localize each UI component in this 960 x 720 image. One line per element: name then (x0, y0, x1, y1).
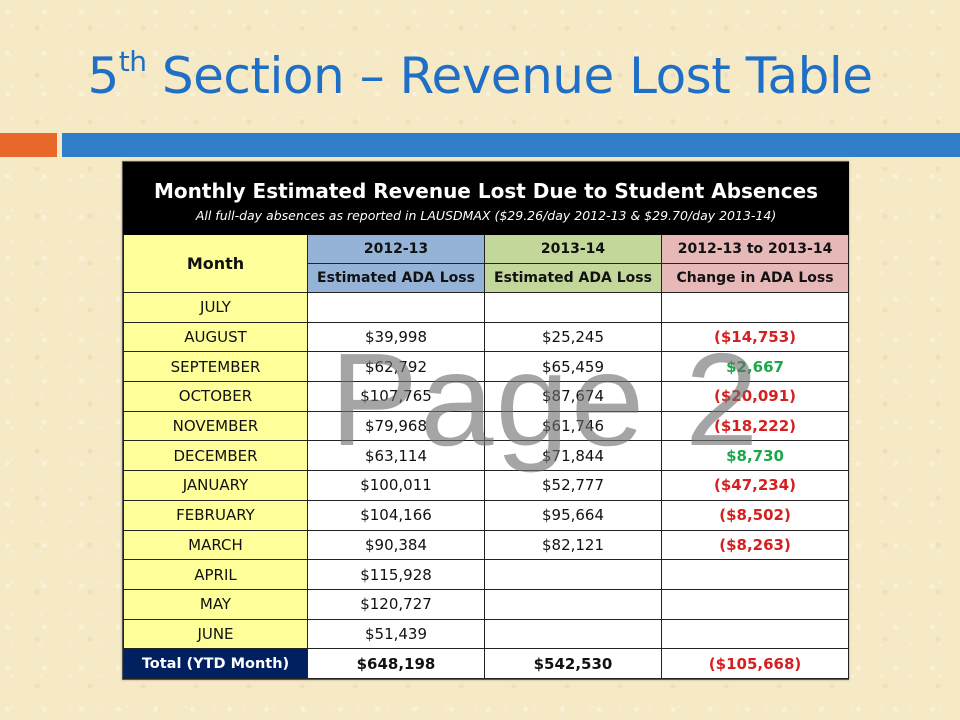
month-cell: JULY (123, 292, 308, 323)
table-subtitle: All full-day absences as reported in LAU… (122, 205, 850, 235)
title-text: Section – Revenue Lost Table (146, 47, 873, 105)
y1-cell: $63,114 (307, 440, 485, 472)
month-cell: AUGUST (123, 321, 308, 353)
change-cell (660, 559, 850, 590)
month-cell: SEPTEMBER (123, 351, 308, 383)
table-row: OCTOBER $107,765 $87,674 ($20,091) (123, 381, 850, 412)
change-cell: $8,730 (660, 440, 850, 472)
table-row: MARCH $90,384 $82,121 ($8,263) (123, 529, 850, 561)
header-row-subtitles: Estimated ADA Loss Estimated ADA Loss Ch… (124, 263, 850, 293)
y2-cell: $65,459 (484, 351, 662, 383)
change-cell (660, 588, 850, 620)
col2-year-header: 2013-14 (484, 234, 662, 264)
table-row: JANUARY $100,011 $52,777 ($47,234) (123, 470, 850, 501)
change-cell: ($47,234) (660, 470, 850, 501)
y1-cell: $100,011 (307, 470, 485, 501)
y1-cell: $104,166 (307, 499, 485, 531)
table-row: AUGUST $39,998 $25,245 ($14,753) (123, 321, 850, 353)
y1-cell: $62,792 (307, 351, 485, 383)
change-cell (660, 618, 850, 650)
total-y2: $542,530 (484, 648, 662, 679)
y1-cell: $51,439 (307, 618, 485, 650)
slide-title: 5th Section – Revenue Lost Table (0, 44, 960, 108)
month-cell: NOVEMBER (123, 410, 308, 442)
table-row: MAY $120,727 (123, 588, 850, 620)
table-row: FEBRUARY $104,166 $95,664 ($8,502) (123, 499, 850, 531)
table-row: JULY (123, 292, 850, 323)
y2-cell: $71,844 (484, 440, 662, 472)
month-cell: JUNE (123, 618, 308, 650)
month-cell: OCTOBER (123, 381, 308, 412)
table-subtitle-row: All full-day absences as reported in LAU… (122, 205, 850, 235)
revenue-lost-table: Monthly Estimated Revenue Lost Due to St… (122, 162, 850, 679)
y2-cell: $25,245 (484, 321, 662, 353)
total-row: Total (YTD Month) $648,198 $542,530 ($10… (123, 648, 850, 679)
total-change: ($105,668) (660, 648, 850, 679)
month-cell: FEBRUARY (123, 499, 308, 531)
change-cell: ($8,502) (660, 499, 850, 531)
change-cell: ($20,091) (660, 381, 850, 412)
table-row: NOVEMBER $79,968 $61,746 ($18,222) (123, 410, 850, 442)
y1-cell: $120,727 (307, 588, 485, 620)
month-cell: MAY (123, 588, 308, 620)
col3-sub-header: Change in ADA Loss (660, 263, 850, 293)
y2-cell: $82,121 (484, 529, 662, 561)
accent-bar-orange (0, 133, 57, 157)
change-cell: $2,667 (660, 351, 850, 383)
title-superscript: th (118, 45, 147, 78)
y1-cell: $115,928 (307, 559, 485, 590)
change-cell: ($8,263) (660, 529, 850, 561)
table-row: SEPTEMBER $62,792 $65,459 $2,667 (123, 351, 850, 383)
change-cell: ($14,753) (660, 321, 850, 353)
col1-year-header: 2012-13 (307, 234, 485, 264)
month-cell: MARCH (123, 529, 308, 561)
y2-cell: $61,746 (484, 410, 662, 442)
y1-cell: $39,998 (307, 321, 485, 353)
y1-cell: $90,384 (307, 529, 485, 561)
month-cell: JANUARY (123, 470, 308, 501)
accent-bar-blue (62, 133, 960, 157)
y2-cell (484, 588, 662, 620)
revenue-table-image: Monthly Estimated Revenue Lost Due to St… (122, 161, 850, 680)
title-number: 5 (87, 47, 119, 105)
y1-cell: $79,968 (307, 410, 485, 442)
col3-year-header: 2012-13 to 2013-14 (660, 234, 850, 264)
change-cell: ($18,222) (660, 410, 850, 442)
change-cell (660, 292, 850, 323)
table-title-row: Monthly Estimated Revenue Lost Due to St… (122, 162, 850, 206)
y1-cell (307, 292, 485, 323)
y2-cell (484, 559, 662, 590)
month-header: Month (123, 234, 308, 293)
header-row-years: Month 2012-13 2013-14 2012-13 to 2013-14 (123, 234, 850, 293)
table-title: Monthly Estimated Revenue Lost Due to St… (122, 162, 850, 206)
y2-cell (484, 618, 662, 650)
table-row: APRIL $115,928 (123, 559, 850, 590)
total-label: Total (YTD Month) (123, 648, 308, 679)
table-row: DECEMBER $63,114 $71,844 $8,730 (123, 440, 850, 472)
table-row: JUNE $51,439 (123, 618, 850, 650)
y1-cell: $107,765 (307, 381, 485, 412)
y2-cell (484, 292, 662, 323)
month-cell: DECEMBER (123, 440, 308, 472)
total-y1: $648,198 (307, 648, 485, 679)
y2-cell: $87,674 (484, 381, 662, 412)
month-cell: APRIL (123, 559, 308, 590)
y2-cell: $52,777 (484, 470, 662, 501)
col1-sub-header: Estimated ADA Loss (307, 263, 485, 293)
y2-cell: $95,664 (484, 499, 662, 531)
col2-sub-header: Estimated ADA Loss (484, 263, 662, 293)
